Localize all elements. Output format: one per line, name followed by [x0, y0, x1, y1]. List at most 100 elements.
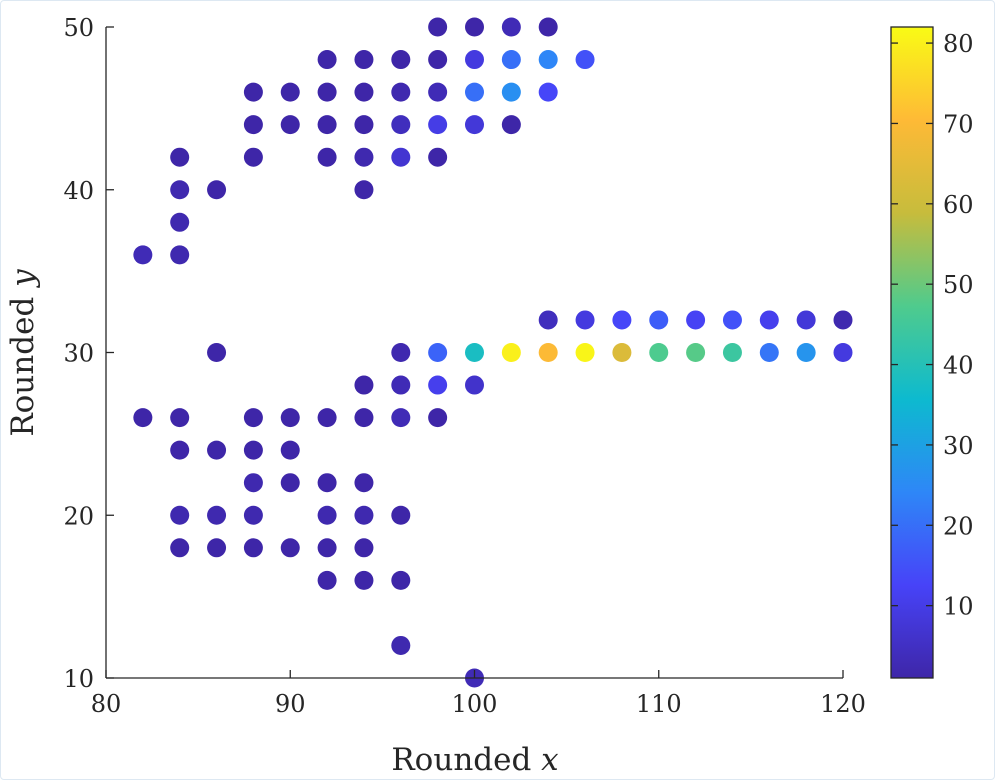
data-point: [207, 180, 227, 200]
data-point: [354, 115, 374, 135]
data-point: [243, 440, 263, 460]
data-point: [243, 115, 263, 135]
colorbar-tick-label: 10: [943, 593, 974, 621]
data-point: [391, 570, 411, 590]
colorbar-gradient: [891, 27, 933, 678]
data-point: [391, 50, 411, 70]
colorbar: 10 20 30 40 50 60 70 80: [890, 26, 974, 679]
x-tick-label: 120: [820, 690, 866, 718]
data-point: [612, 310, 632, 330]
data-point: [317, 115, 337, 135]
y-axis-label-text: Rounded: [5, 287, 41, 437]
colorbar-tick-label: 40: [943, 352, 974, 380]
data-point: [354, 538, 374, 558]
colorbar-tick-label: 60: [943, 191, 974, 219]
y-axis-label-var: y: [5, 269, 41, 289]
data-point: [207, 440, 227, 460]
y-tick-label: 10: [63, 665, 94, 693]
y-tick-label: 20: [63, 502, 94, 530]
data-point: [280, 473, 300, 493]
data-point: [501, 343, 521, 362]
data-point: [133, 245, 153, 265]
data-point: [428, 115, 448, 135]
data-point: [207, 343, 227, 362]
data-point: [538, 50, 558, 70]
data-point: [391, 505, 411, 525]
data-point: [243, 505, 263, 525]
data-point: [391, 375, 411, 395]
data-point: [280, 538, 300, 558]
data-point: [759, 343, 779, 362]
data-point: [354, 180, 374, 200]
data-point: [686, 343, 706, 362]
data-point: [686, 310, 706, 330]
x-axis-label-var: x: [541, 742, 559, 778]
y-tick-label: 30: [63, 340, 94, 368]
data-point: [170, 212, 190, 232]
data-point: [170, 505, 190, 525]
data-point: [391, 115, 411, 135]
data-point: [207, 538, 227, 558]
data-point: [170, 180, 190, 200]
colorbar-tick-label: 30: [943, 432, 974, 460]
data-point: [133, 408, 153, 428]
data-point: [465, 115, 484, 135]
data-point: [796, 310, 816, 330]
data-point: [538, 343, 558, 362]
points-layer: [133, 17, 853, 688]
data-point: [501, 115, 521, 135]
data-point: [170, 538, 190, 558]
colorbar-border: [890, 26, 934, 679]
data-point: [317, 50, 337, 70]
data-point: [354, 570, 374, 590]
data-point: [280, 408, 300, 428]
x-tick-label: 80: [91, 690, 122, 718]
data-point: [243, 408, 263, 428]
data-point: [428, 343, 448, 362]
y-tick-label: 50: [63, 14, 94, 42]
data-point: [501, 82, 521, 102]
data-point: [354, 50, 374, 70]
data-point: [722, 310, 742, 330]
data-point: [170, 408, 190, 428]
data-point: [722, 343, 742, 362]
x-tick-label: 100: [452, 690, 498, 718]
data-point: [354, 147, 374, 167]
colorbar-tick-label: 20: [943, 512, 974, 540]
data-point: [354, 473, 374, 493]
x-axis-label-text: Rounded: [391, 742, 541, 778]
data-point: [538, 82, 558, 102]
data-point: [391, 147, 411, 167]
data-point: [538, 17, 558, 37]
data-point: [649, 310, 669, 330]
data-point: [575, 343, 595, 362]
data-point: [428, 147, 448, 167]
data-point: [428, 17, 448, 37]
data-point: [501, 50, 521, 70]
data-point: [243, 82, 263, 102]
data-point: [465, 343, 484, 362]
colorbar-tick-label: 70: [943, 110, 974, 138]
data-point: [649, 343, 669, 362]
data-point: [243, 473, 263, 493]
data-point: [465, 17, 484, 37]
data-point: [243, 538, 263, 558]
data-point: [243, 147, 263, 167]
x-tick-label: 90: [275, 690, 306, 718]
data-point: [501, 17, 521, 37]
y-tick-label: 40: [63, 177, 94, 205]
data-point: [280, 82, 300, 102]
data-point: [428, 408, 448, 428]
data-point: [317, 538, 337, 558]
data-point: [575, 50, 595, 70]
data-point: [538, 310, 558, 330]
data-point: [317, 570, 337, 590]
data-point: [833, 343, 853, 362]
data-point: [612, 343, 632, 362]
data-point: [354, 375, 374, 395]
data-point: [354, 505, 374, 525]
data-point: [428, 50, 448, 70]
data-point: [759, 310, 779, 330]
